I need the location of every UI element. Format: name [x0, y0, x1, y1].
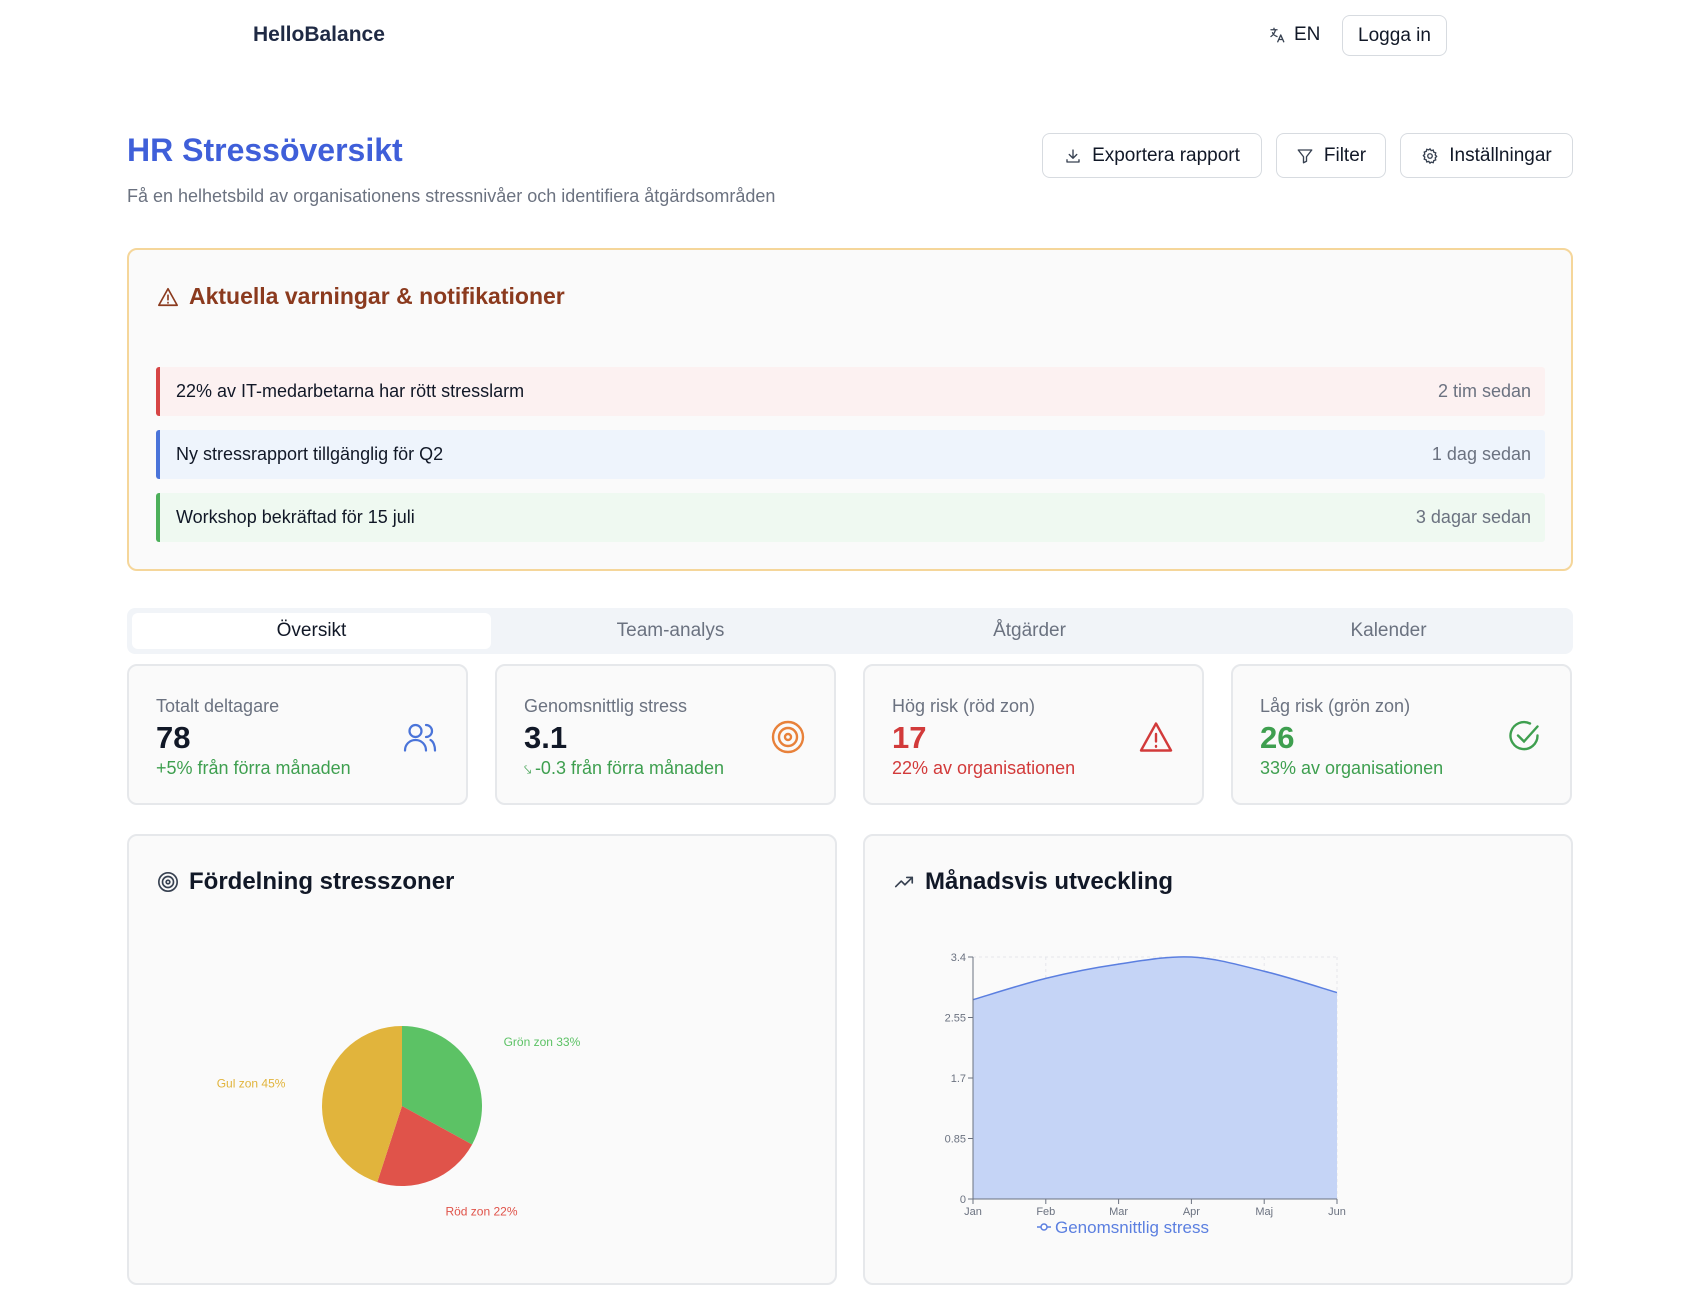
- pie-label: Röd zon 22%: [445, 1205, 517, 1219]
- alert-time: 2 tim sedan: [1437, 381, 1531, 401]
- monthly-trend-card: Månadsvis utveckling 0 0.85 1.7 2.55 3.4 Jan F…: [863, 834, 1573, 1285]
- trend-down-icon: ⤥: [524, 762, 535, 777]
- pie-slice: [402, 1026, 482, 1145]
- alert-time: 3 dagar sedan: [1415, 507, 1531, 527]
- login-button[interactable]: Logga in: [1342, 15, 1447, 56]
- alert-item[interactable]: Workshop bekräftad för 15 juli 3 dagar s…: [156, 493, 1545, 542]
- pie-chart: Grön zon 33% Röd zon 22% Gul zon 45%: [217, 1026, 581, 1219]
- stress-distribution-card: Fördelning stresszoner Grön zon 33% Röd z…: [127, 834, 837, 1285]
- area-chart: 0 0.85 1.7 2.55 3.4 Jan Feb Mar Apr Maj Jun Genomsn…: [945, 952, 1346, 1237]
- x-tick-label: Mar: [1109, 1206, 1128, 1218]
- stat-card-low-risk: Låg risk (grön zon) 26 33% av organisati…: [1231, 664, 1572, 805]
- alert-item[interactable]: Ny stressrapport tillgänglig för Q2 1 da…: [156, 430, 1545, 479]
- area-fill: [973, 956, 1337, 1199]
- tab-team-analysis[interactable]: Team-analys: [616, 620, 725, 641]
- x-tick-label: Jun: [1328, 1206, 1346, 1218]
- language-switcher[interactable]: EN: [1268, 24, 1320, 46]
- language-label: EN: [1294, 24, 1321, 45]
- settings-label: Inställningar: [1449, 144, 1552, 166]
- stat-sub-text: -0.3 från förra månaden: [534, 758, 725, 778]
- area-chart-title: Månadsvis utveckling: [925, 868, 1174, 895]
- target-icon: [158, 872, 178, 892]
- pie-label: Gul zon 45%: [217, 1077, 286, 1091]
- x-tick-label: Jan: [964, 1206, 982, 1218]
- y-tick-label: 2.55: [945, 1013, 966, 1025]
- alert-triangle-icon: [1139, 722, 1173, 752]
- alert-item[interactable]: 22% av IT-medarbetarna har rött stressla…: [156, 367, 1545, 416]
- tab-actions[interactable]: Åtgärder: [993, 620, 1066, 641]
- x-tick-label: Maj: [1255, 1206, 1273, 1218]
- stat-sub: 33% av organisationen: [1260, 758, 1444, 778]
- alert-message: Ny stressrapport tillgänglig för Q2: [176, 444, 444, 464]
- page-subtitle: Få en helhetsbild av organisationens str…: [127, 186, 776, 206]
- pie-slice: [321, 1026, 402, 1183]
- alerts-header: Aktuella varningar & notifikationer: [157, 283, 565, 310]
- target-icon: [771, 720, 805, 754]
- stat-card-participants: Totalt deltagare 78 +5% från förra månad…: [127, 664, 468, 805]
- pie-slice: [377, 1106, 473, 1186]
- filter-icon: [1297, 148, 1313, 163]
- check-circle-icon: [1509, 720, 1539, 751]
- stat-value: 26: [1260, 720, 1295, 755]
- y-tick-label: 0: [960, 1194, 966, 1206]
- chart-header: Månadsvis utveckling: [893, 868, 1173, 896]
- filter-label: Filter: [1323, 144, 1367, 166]
- tab-calendar[interactable]: Kalender: [1350, 620, 1427, 641]
- stat-sub: ⤥ -0.3 från förra månaden: [524, 758, 724, 779]
- legend-marker: [1040, 1223, 1048, 1231]
- export-report-label: Exportera rapport: [1092, 144, 1240, 166]
- stat-value: 3.1: [524, 720, 568, 755]
- alerts-card: Aktuella varningar & notifikationer 22% …: [127, 248, 1573, 571]
- settings-button[interactable]: Inställningar: [1400, 133, 1573, 178]
- x-tick-label: Feb: [1036, 1206, 1055, 1218]
- page-title: HR Stressöversikt: [127, 132, 403, 168]
- stat-label: Låg risk (grön zon): [1260, 696, 1411, 716]
- users-icon: [403, 723, 437, 752]
- tab-overview[interactable]: Översikt: [132, 613, 491, 649]
- stat-card-high-risk: Hög risk (röd zon) 17 22% av organisatio…: [863, 664, 1204, 805]
- stat-card-avg-stress: Genomsnittlig stress 3.1 ⤥ -0.3 från för…: [495, 664, 836, 805]
- warning-icon: [158, 287, 178, 306]
- pie-chart-title: Fördelning stresszoner: [189, 868, 455, 895]
- y-tick-label: 3.4: [951, 952, 966, 964]
- series-line: [972, 956, 1338, 1001]
- alert-time: 1 dag sedan: [1431, 444, 1531, 464]
- stat-label: Totalt deltagare: [156, 696, 280, 716]
- x-tick-label: Apr: [1183, 1206, 1200, 1218]
- chart-header: Fördelning stresszoner: [157, 868, 454, 896]
- stat-label: Hög risk (röd zon): [892, 696, 1036, 716]
- stat-label: Genomsnittlig stress: [524, 696, 688, 716]
- legend-label: Genomsnittlig stress: [1055, 1218, 1209, 1237]
- y-tick-label: 0.85: [945, 1134, 966, 1146]
- stat-value: 78: [156, 720, 191, 755]
- download-icon: [1066, 148, 1080, 163]
- stat-value: 17: [892, 720, 927, 755]
- pie-label: Grön zon 33%: [504, 1035, 581, 1049]
- stat-sub: 22% av organisationen: [892, 758, 1076, 778]
- brand-logo[interactable]: HelloBalance: [253, 23, 385, 46]
- filter-button[interactable]: Filter: [1276, 133, 1386, 178]
- trending-up-icon: [894, 876, 914, 888]
- alert-message: 22% av IT-medarbetarna har rött stressla…: [176, 381, 525, 401]
- gear-icon: [1422, 147, 1438, 164]
- tab-bar: Översikt Team-analys Åtgärder Kalender: [127, 608, 1573, 654]
- alert-message: Workshop bekräftad för 15 juli: [176, 507, 415, 527]
- stat-sub: +5% från förra månaden: [156, 758, 351, 778]
- translate-icon: [1270, 27, 1285, 43]
- y-tick-label: 1.7: [951, 1073, 966, 1085]
- export-report-button[interactable]: Exportera rapport: [1042, 133, 1262, 178]
- navbar: HelloBalance EN Logga in: [0, 0, 1690, 72]
- alerts-title: Aktuella varningar & notifikationer: [189, 283, 565, 309]
